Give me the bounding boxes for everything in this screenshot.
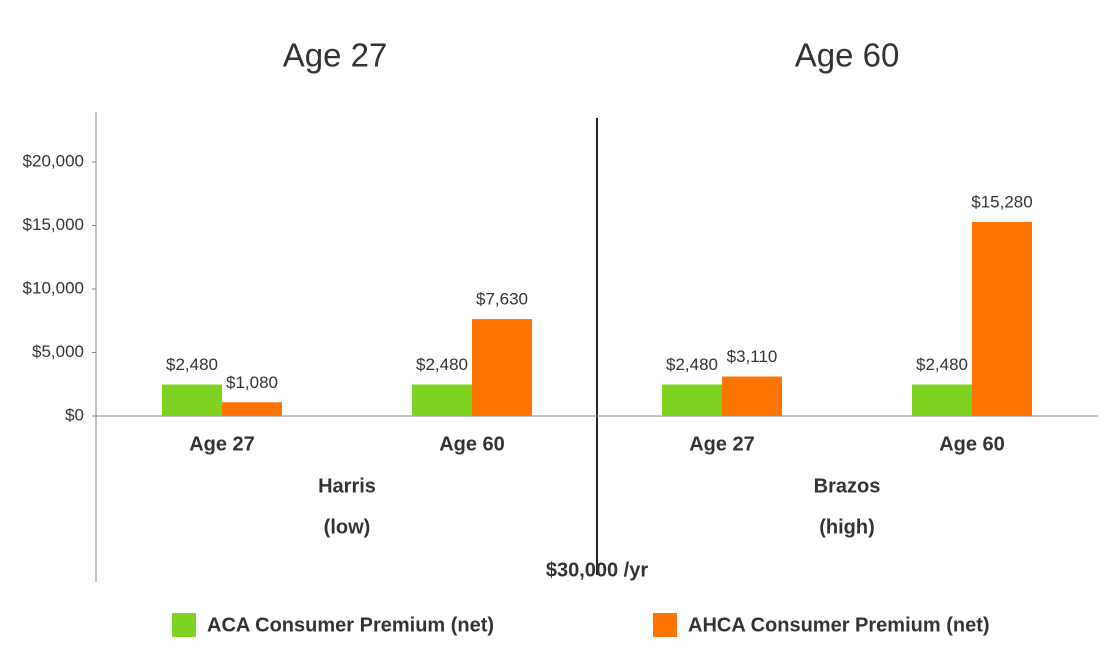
group-label: Harris xyxy=(318,475,376,497)
x-axis-label: $30,000 /yr xyxy=(546,559,649,581)
y-tick-label: $20,000 xyxy=(23,151,84,170)
bar xyxy=(722,376,782,416)
group-sublabel: (low) xyxy=(324,516,371,538)
x-tick-label: Age 60 xyxy=(939,433,1005,455)
legend-swatch xyxy=(172,613,196,637)
value-label: $15,280 xyxy=(971,192,1032,211)
value-label: $2,480 xyxy=(666,355,718,374)
group-label: Brazos xyxy=(814,475,881,497)
legend-swatch xyxy=(653,613,677,637)
legend-label: AHCA Consumer Premium (net) xyxy=(688,614,990,636)
value-label: $2,480 xyxy=(916,355,968,374)
value-label: $2,480 xyxy=(416,355,468,374)
group-sublabel: (high) xyxy=(819,516,875,538)
bar xyxy=(472,319,532,416)
value-label: $2,480 xyxy=(166,355,218,374)
bar xyxy=(972,221,1032,416)
y-tick-label: $5,000 xyxy=(32,342,84,361)
legend-label: ACA Consumer Premium (net) xyxy=(207,614,494,636)
value-label: $1,080 xyxy=(226,373,278,392)
x-tick-label: Age 60 xyxy=(439,433,505,455)
value-label: $3,110 xyxy=(727,347,778,366)
value-label: $7,630 xyxy=(476,290,528,309)
bar xyxy=(662,384,722,416)
x-tick-label: Age 27 xyxy=(189,433,255,455)
panel-title: Age 27 xyxy=(283,37,388,74)
bar xyxy=(222,402,282,416)
panel-title: Age 60 xyxy=(795,37,900,74)
y-tick-label: $10,000 xyxy=(23,278,84,297)
y-tick-label: $15,000 xyxy=(23,215,84,234)
bar xyxy=(912,384,972,416)
bar xyxy=(412,384,472,416)
y-tick-label: $0 xyxy=(65,405,84,424)
x-tick-label: Age 27 xyxy=(689,433,755,455)
bar xyxy=(162,384,222,416)
